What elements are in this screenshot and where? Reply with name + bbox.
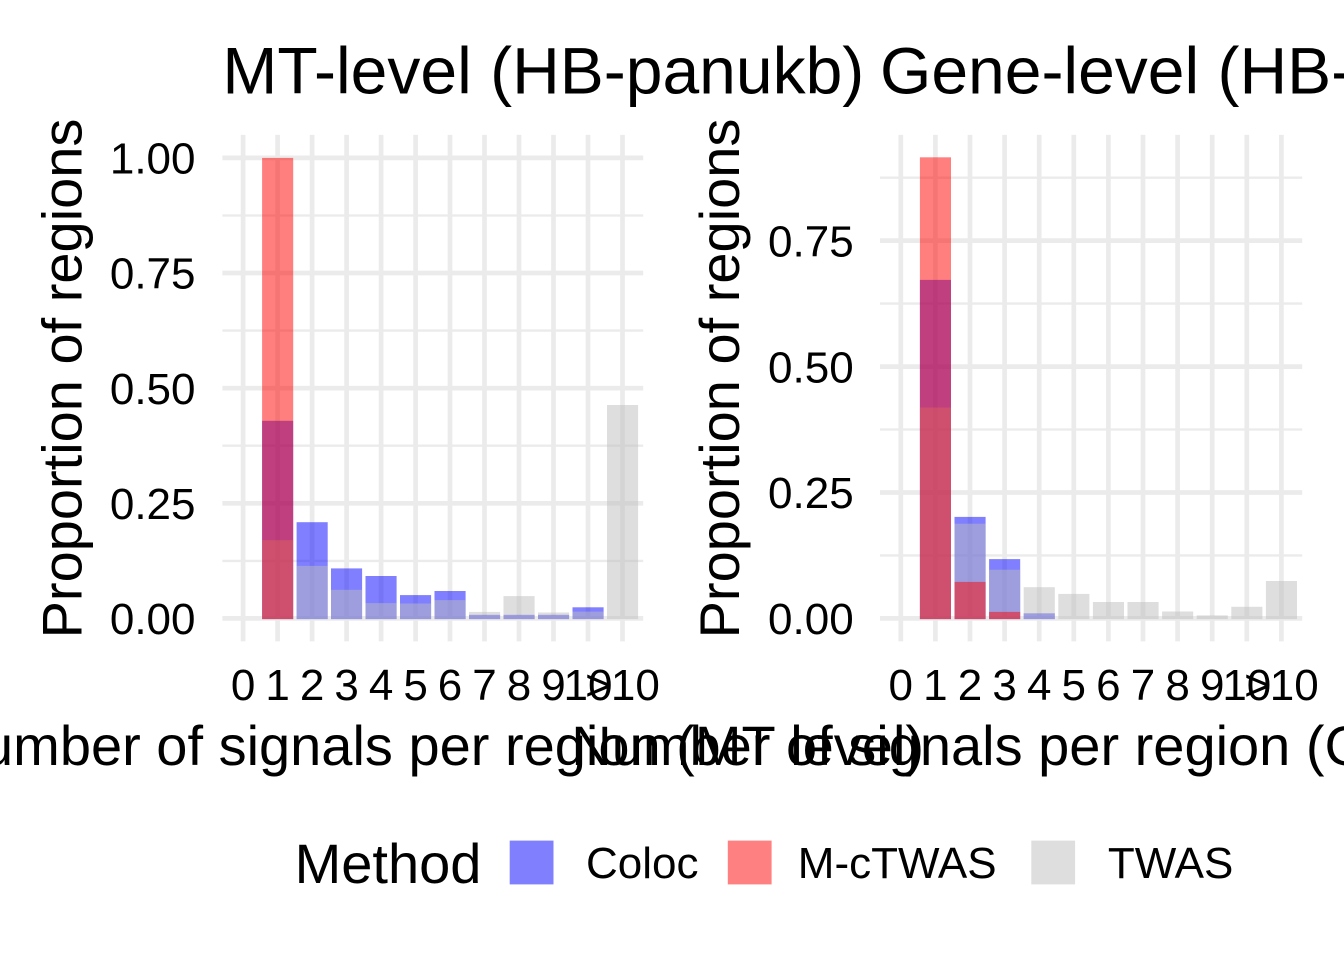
svg-text:1: 1 (265, 661, 289, 710)
svg-text:6: 6 (1096, 661, 1120, 710)
svg-text:2: 2 (300, 661, 324, 710)
svg-text:4: 4 (369, 661, 393, 710)
svg-text:Proportion of regions: Proportion of regions (30, 119, 93, 639)
svg-text:1.00: 1.00 (110, 135, 196, 184)
svg-text:0.25: 0.25 (768, 469, 854, 518)
svg-text:9: 9 (541, 661, 565, 710)
svg-text:10: 10 (564, 661, 613, 710)
svg-text:Number of signals per region (: Number of signals per region (Gene level… (571, 714, 1344, 777)
svg-text:0.75: 0.75 (110, 250, 196, 299)
svg-text:8: 8 (1165, 661, 1189, 710)
svg-text:TWAS: TWAS (1108, 839, 1233, 888)
svg-text:0.50: 0.50 (768, 343, 854, 392)
svg-text:Method: Method (295, 832, 482, 895)
svg-text:6: 6 (438, 661, 462, 710)
svg-text:Coloc: Coloc (586, 839, 699, 888)
svg-text:0: 0 (889, 661, 913, 710)
svg-text:Proportion of regions: Proportion of regions (688, 119, 751, 639)
svg-text:0.25: 0.25 (110, 480, 196, 529)
svg-text:0.00: 0.00 (110, 595, 196, 644)
svg-text:MT-level (HB-panukb): MT-level (HB-panukb) (222, 34, 864, 108)
svg-text:0.00: 0.00 (768, 595, 854, 644)
svg-text:7: 7 (472, 661, 496, 710)
svg-text:9: 9 (1200, 661, 1224, 710)
svg-text:4: 4 (1027, 661, 1051, 710)
svg-text:0.50: 0.50 (110, 365, 196, 414)
svg-text:8: 8 (507, 661, 531, 710)
svg-text:3: 3 (334, 661, 358, 710)
svg-text:Gene-level (HB-panukb): Gene-level (HB-panukb) (880, 34, 1344, 108)
svg-text:0: 0 (231, 661, 255, 710)
svg-text:3: 3 (992, 661, 1016, 710)
svg-text:10: 10 (1222, 661, 1271, 710)
svg-text:M-cTWAS: M-cTWAS (798, 839, 997, 888)
svg-text:>10: >10 (585, 661, 660, 710)
svg-text:7: 7 (1131, 661, 1155, 710)
svg-text:5: 5 (1062, 661, 1086, 710)
svg-text:5: 5 (403, 661, 427, 710)
svg-text:Number of signals per region (: Number of signals per region (MT level) (0, 714, 924, 777)
svg-text:2: 2 (958, 661, 982, 710)
svg-text:0.75: 0.75 (768, 217, 854, 266)
svg-text:1: 1 (923, 661, 947, 710)
svg-text:>10: >10 (1244, 661, 1319, 710)
